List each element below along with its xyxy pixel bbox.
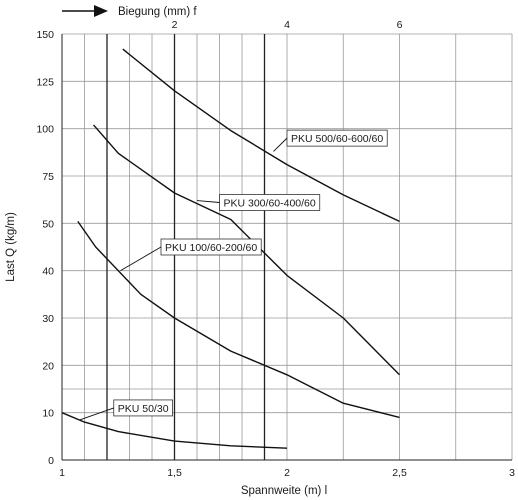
y-axis-title: Last Q (kg/m) bbox=[5, 212, 17, 282]
x-tick-label: 3 bbox=[509, 467, 515, 479]
series-line-4 bbox=[61, 412, 288, 449]
series-label-leader bbox=[79, 407, 114, 421]
series-line-3 bbox=[77, 220, 400, 419]
y-tick-label: 20 bbox=[42, 360, 54, 372]
y-tick-label: 100 bbox=[36, 124, 54, 136]
series-label-text: PKU 500/60-600/60 bbox=[291, 133, 383, 145]
series-label-group: PKU 300/60-400/60 bbox=[196, 194, 321, 211]
series-label-text: PKU 50/30 bbox=[118, 403, 169, 415]
y-tick-label: 150 bbox=[36, 29, 54, 41]
x-axis-title: Spannweite (m) l bbox=[241, 485, 327, 497]
y-tick-label: 50 bbox=[42, 218, 54, 230]
series-curves bbox=[61, 48, 400, 449]
axes: 0 10 20 30 40 50 75 100 125 150 1 1,5 2 2,5 3 2 4 6 bbox=[36, 19, 515, 479]
top-tick-label: 6 bbox=[397, 19, 403, 31]
series-label-leader bbox=[196, 200, 220, 203]
series-label-text: PKU 300/60-400/60 bbox=[224, 198, 316, 210]
top-tick-label: 4 bbox=[284, 19, 290, 31]
x-tick-label: 2,5 bbox=[392, 467, 407, 479]
series-label-leader bbox=[120, 246, 162, 272]
y-tick-label: 125 bbox=[36, 76, 54, 88]
series-label-group: PKU 500/60-600/60 bbox=[273, 129, 388, 152]
grid bbox=[62, 33, 513, 461]
y-tick-label: 40 bbox=[42, 266, 54, 278]
y-tick-label: 75 bbox=[42, 171, 54, 183]
series-label-leader bbox=[273, 137, 288, 152]
top-tick-label: 2 bbox=[172, 19, 178, 31]
series-labels: PKU 500/60-600/60 PKU 300/60-400/60 PKU 10… bbox=[79, 129, 388, 421]
x-tick-label: 2 bbox=[284, 467, 290, 479]
y-tick-label: 10 bbox=[42, 408, 54, 420]
axis-titles: Biegung (mm) f Spannweite (m) l Last Q (… bbox=[5, 5, 327, 497]
y-tick-label: 30 bbox=[42, 313, 54, 325]
series-label-text: PKU 100/60-200/60 bbox=[165, 242, 257, 254]
series-line-2 bbox=[92, 124, 400, 376]
series-line-1 bbox=[122, 48, 400, 223]
x-tick-label: 1 bbox=[59, 467, 65, 479]
top-axis-title: Biegung (mm) f bbox=[118, 6, 197, 18]
series-label-group: PKU 50/30 bbox=[79, 399, 173, 421]
x-tick-label: 1,5 bbox=[167, 467, 182, 479]
y-tick-label: 0 bbox=[48, 455, 54, 467]
series-label-group: PKU 100/60-200/60 bbox=[120, 238, 262, 272]
top-axis-arrow-icon bbox=[94, 5, 108, 17]
